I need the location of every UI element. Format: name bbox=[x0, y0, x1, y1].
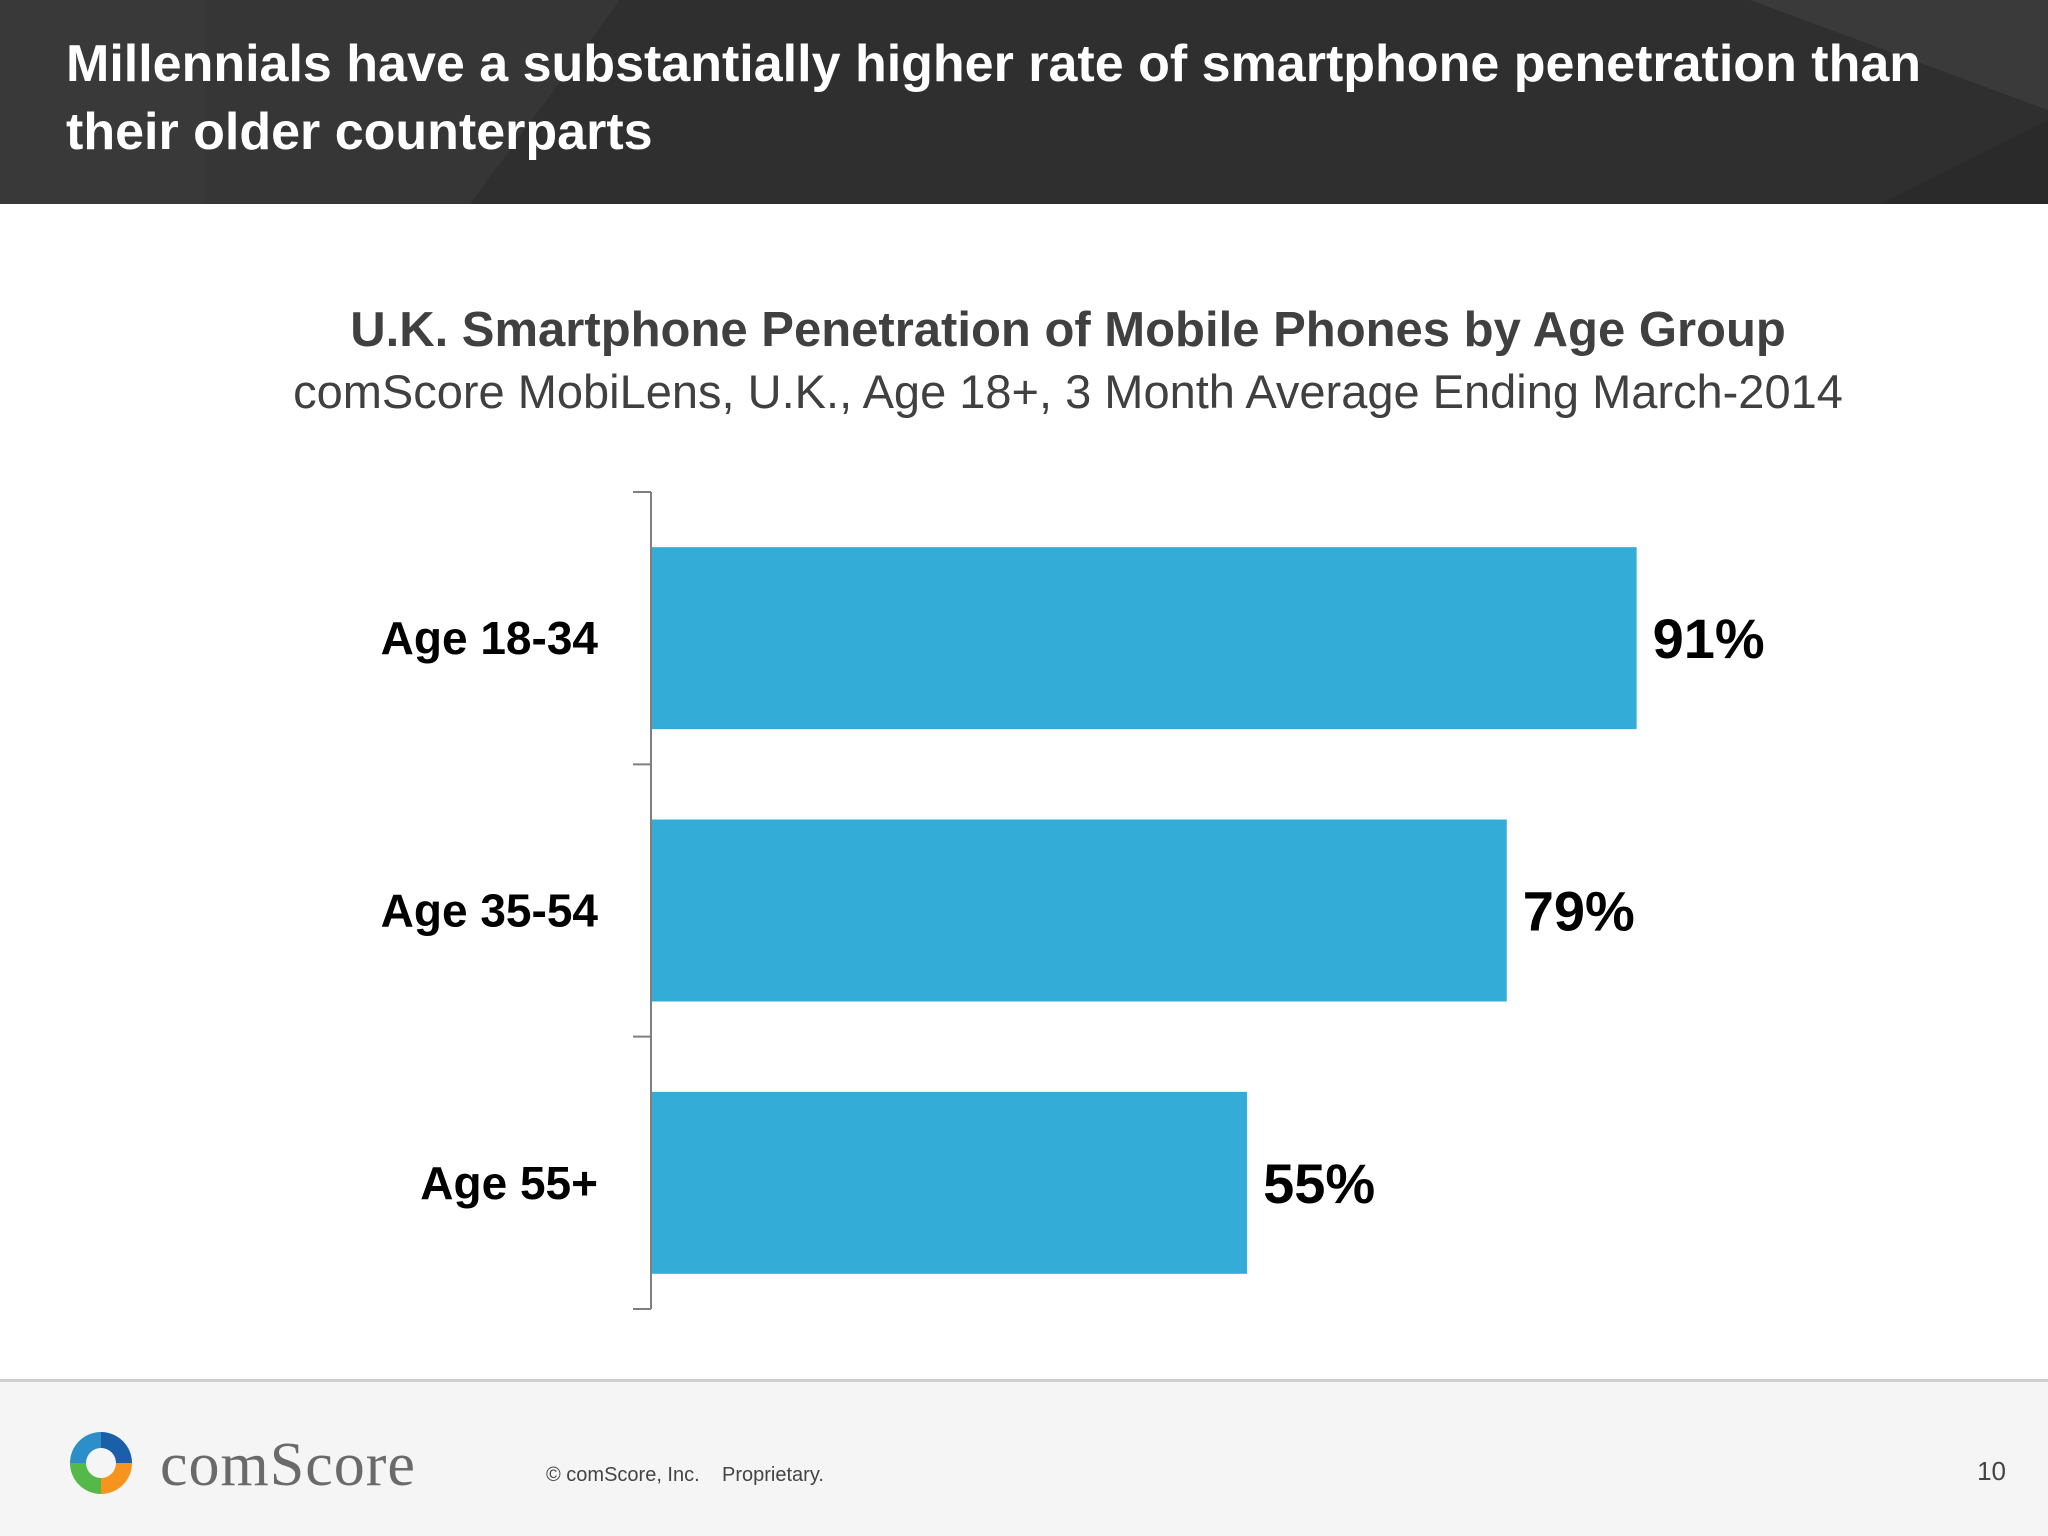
category-label: Age 55+ bbox=[420, 1157, 598, 1209]
bar bbox=[652, 1091, 1248, 1274]
header-background-pattern bbox=[0, 0, 2048, 204]
copyright-text: © comScore, Inc. bbox=[546, 1464, 700, 1486]
comscore-logo-icon bbox=[70, 1432, 132, 1494]
value-label: 79% bbox=[1523, 880, 1635, 943]
category-label: Age 35-54 bbox=[381, 885, 599, 937]
chart-subtitle: comScore MobiLens, U.K., Age 18+, 3 Mont… bbox=[293, 365, 1843, 418]
value-label: 91% bbox=[1653, 607, 1765, 670]
chart-title: U.K. Smartphone Penetration of Mobile Ph… bbox=[350, 303, 1786, 357]
category-label: Age 18-34 bbox=[381, 612, 599, 664]
slide-footer bbox=[0, 1382, 2048, 1536]
comscore-logo-wordmark: comScore bbox=[160, 1431, 416, 1499]
bar bbox=[652, 547, 1637, 730]
page-number: 10 bbox=[1977, 1456, 2006, 1486]
value-label: 55% bbox=[1263, 1152, 1375, 1215]
bar-chart: Age 18-34 91% Age 35-54 79% Age 55+ 55% bbox=[381, 491, 1765, 1310]
footer-divider bbox=[0, 1379, 2048, 1382]
slide-header: Millennials have a substantially higher … bbox=[0, 0, 2048, 204]
bar bbox=[652, 819, 1507, 1002]
slide-title: Millennials have a substantially higher … bbox=[66, 35, 1922, 161]
proprietary-text: Proprietary. bbox=[722, 1464, 824, 1486]
